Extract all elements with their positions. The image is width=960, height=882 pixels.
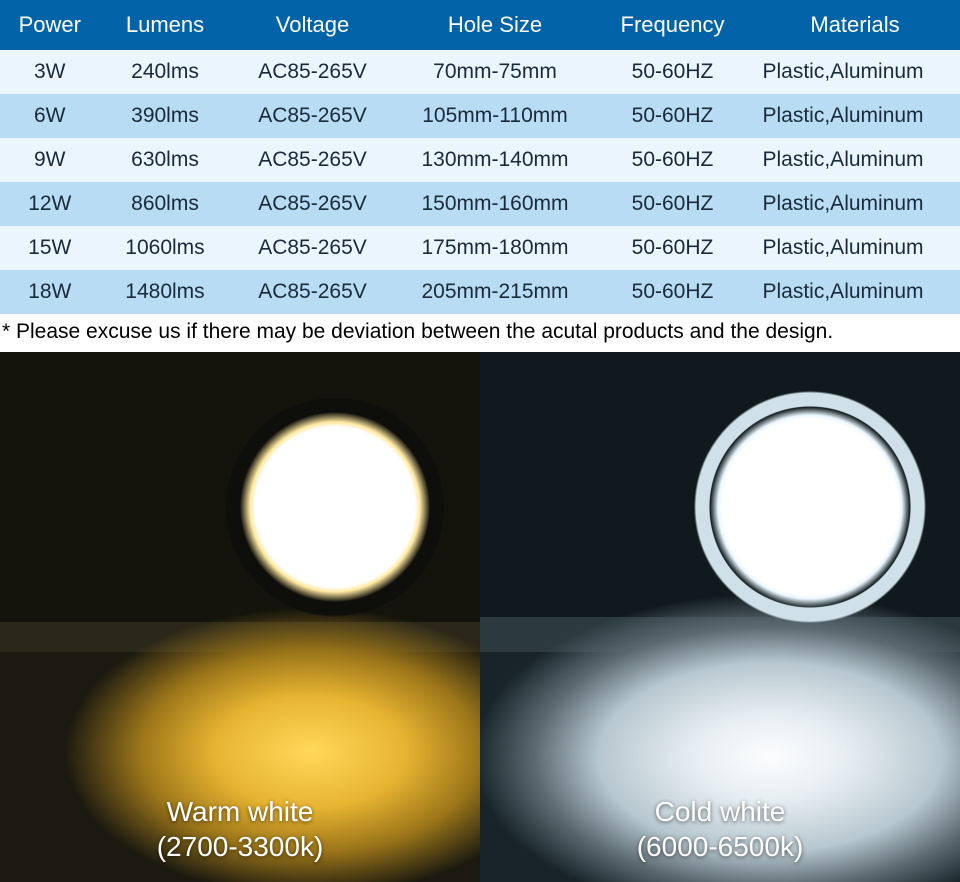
table-cell: 3W <box>0 50 100 94</box>
table-cell: 9W <box>0 138 100 182</box>
spec-table: Power Lumens Voltage Hole Size Frequency… <box>0 0 960 314</box>
warm-white-range: (2700-3300k) <box>157 831 324 862</box>
table-cell: AC85-265V <box>230 182 395 226</box>
table-cell: 12W <box>0 182 100 226</box>
table-cell: 240lms <box>100 50 230 94</box>
table-cell: Plastic,Aluminum <box>750 94 960 138</box>
table-row: 3W240lmsAC85-265V70mm-75mm50-60HZPlastic… <box>0 50 960 94</box>
table-cell: AC85-265V <box>230 226 395 270</box>
table-cell: 18W <box>0 270 100 314</box>
col-header: Materials <box>750 0 960 50</box>
cold-white-photo: Cold white (6000-6500k) <box>480 352 960 882</box>
table-cell: Plastic,Aluminum <box>750 138 960 182</box>
table-header-row: Power Lumens Voltage Hole Size Frequency… <box>0 0 960 50</box>
table-row: 18W1480lmsAC85-265V205mm-215mm50-60HZPla… <box>0 270 960 314</box>
table-cell: 70mm-75mm <box>395 50 595 94</box>
col-header: Power <box>0 0 100 50</box>
table-cell: 50-60HZ <box>595 182 750 226</box>
col-header: Hole Size <box>395 0 595 50</box>
table-cell: 205mm-215mm <box>395 270 595 314</box>
table-cell: 50-60HZ <box>595 50 750 94</box>
table-cell: AC85-265V <box>230 50 395 94</box>
col-header: Lumens <box>100 0 230 50</box>
table-cell: 105mm-110mm <box>395 94 595 138</box>
warm-white-label: Warm white (2700-3300k) <box>0 794 480 864</box>
table-cell: 1060lms <box>100 226 230 270</box>
table-cell: 1480lms <box>100 270 230 314</box>
table-cell: AC85-265V <box>230 94 395 138</box>
table-cell: 50-60HZ <box>595 94 750 138</box>
table-cell: Plastic,Aluminum <box>750 226 960 270</box>
table-cell: 130mm-140mm <box>395 138 595 182</box>
photo-row: Warm white (2700-3300k) Cold white (6000… <box>0 352 960 882</box>
table-row: 15W1060lmsAC85-265V175mm-180mm50-60HZPla… <box>0 226 960 270</box>
table-cell: AC85-265V <box>230 138 395 182</box>
table-cell: 50-60HZ <box>595 270 750 314</box>
cold-white-label: Cold white (6000-6500k) <box>480 794 960 864</box>
table-cell: 15W <box>0 226 100 270</box>
disclaimer-text: * Please excuse us if there may be devia… <box>0 314 960 352</box>
cold-white-range: (6000-6500k) <box>637 831 804 862</box>
table-row: 9W630lmsAC85-265V130mm-140mm50-60HZPlast… <box>0 138 960 182</box>
col-header: Frequency <box>595 0 750 50</box>
cold-white-title: Cold white <box>655 796 786 827</box>
table-cell: 860lms <box>100 182 230 226</box>
table-row: 6W390lmsAC85-265V105mm-110mm50-60HZPlast… <box>0 94 960 138</box>
table-cell: 630lms <box>100 138 230 182</box>
table-cell: Plastic,Aluminum <box>750 182 960 226</box>
warm-white-title: Warm white <box>167 796 314 827</box>
table-cell: 175mm-180mm <box>395 226 595 270</box>
table-cell: 6W <box>0 94 100 138</box>
table-cell: 50-60HZ <box>595 138 750 182</box>
table-cell: Plastic,Aluminum <box>750 270 960 314</box>
table-cell: Plastic,Aluminum <box>750 50 960 94</box>
table-cell: 390lms <box>100 94 230 138</box>
col-header: Voltage <box>230 0 395 50</box>
table-cell: 150mm-160mm <box>395 182 595 226</box>
table-row: 12W860lmsAC85-265V150mm-160mm50-60HZPlas… <box>0 182 960 226</box>
table-cell: 50-60HZ <box>595 226 750 270</box>
table-cell: AC85-265V <box>230 270 395 314</box>
warm-white-photo: Warm white (2700-3300k) <box>0 352 480 882</box>
